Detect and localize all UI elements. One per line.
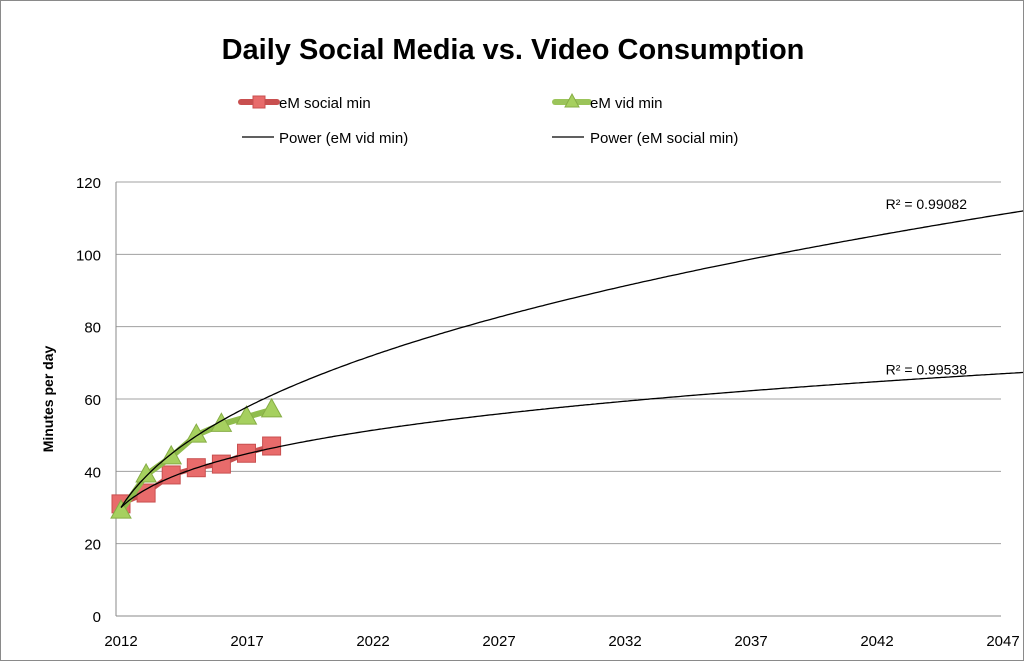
legend-label-power-social: Power (eM social min) [590,130,738,147]
x-tick-label: 2037 [734,633,767,650]
legend-label-social: eM social min [279,95,371,112]
vid-data-point [110,499,132,519]
y-tick-label: 120 [76,175,101,192]
legend-square-marker [252,95,266,109]
trendline [120,210,1023,508]
r2-label-vid: R² = 0.99082 [886,196,968,212]
legend-triangle-marker [564,92,580,108]
y-tick-label: 0 [93,609,101,626]
legend-item-power-vid: Power (eM vid min) [242,130,408,147]
vid-data-point [160,444,183,465]
chart-title: Daily Social Media vs. Video Consumption [222,34,805,66]
y-tick-label: 20 [84,537,101,554]
x-tick-label: 2047 [986,633,1019,650]
legend-item-power-social: Power (eM social min) [552,130,738,147]
legend-item-social: eM social min [238,95,371,112]
vid-data-point [135,462,157,483]
x-tick-label: 2032 [608,633,641,650]
vid-data-point [235,405,258,425]
r2-label-social: R² = 0.99538 [886,361,968,377]
y-tick-label: 80 [84,320,101,337]
legend-label-power-vid: Power (eM vid min) [279,130,408,147]
y-axis-label: Minutes per day [40,346,56,453]
legend: eM social min eM vid min Power (eM vid m… [238,92,738,147]
x-tick-label: 2022 [356,633,389,650]
y-tick-label: 40 [84,464,101,481]
vid-data-point [210,412,233,432]
social-data-point [211,454,231,474]
y-tick-label: 100 [76,247,101,264]
x-tick-label: 2042 [860,633,893,650]
x-tick-label: 2012 [104,633,137,650]
y-tick-label: 60 [84,392,101,409]
x-tick-label: 2017 [230,633,263,650]
trendline [120,371,1023,508]
x-tick-label: 2027 [482,633,515,650]
social-data-point [262,436,282,456]
vid-data-point [260,397,283,418]
legend-item-vid: eM vid min [552,92,663,112]
legend-label-vid: eM vid min [590,95,663,112]
